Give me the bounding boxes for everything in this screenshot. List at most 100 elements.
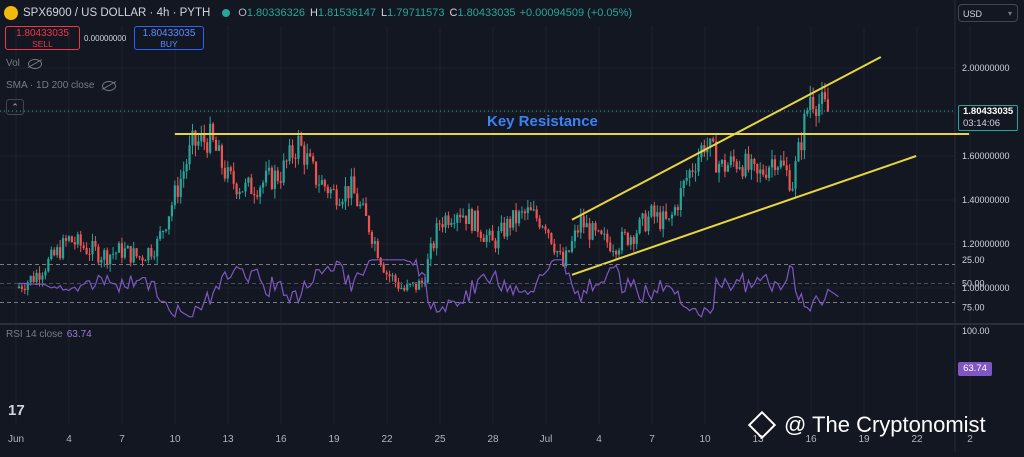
candle-body	[550, 232, 553, 244]
candle-body	[759, 169, 762, 174]
candle-body	[323, 180, 326, 187]
candle-body	[517, 211, 521, 224]
rsi-label: RSI 14 close	[6, 329, 63, 340]
time-axis-label: 2	[967, 434, 973, 445]
candle-body	[117, 243, 121, 253]
eye-hidden-icon[interactable]	[102, 80, 117, 91]
open-value: 1.80336326	[246, 7, 305, 19]
candle-body	[441, 223, 444, 228]
sma-indicator[interactable]: SMA · 1D 200 close	[6, 80, 117, 91]
candle-body	[111, 253, 115, 255]
candle-body	[659, 212, 662, 230]
candle-body	[76, 234, 79, 245]
high-label: H	[309, 7, 318, 19]
rsi-axis-label: 50.00	[962, 279, 985, 289]
rsi-legend[interactable]: RSI 14 close 63.74	[6, 329, 92, 340]
candle-body	[782, 160, 785, 166]
volume-indicator[interactable]: Vol	[6, 58, 42, 69]
candle-body	[320, 180, 324, 185]
candle-body	[820, 92, 824, 104]
candle-body	[420, 280, 424, 284]
symbol-title[interactable]: SPX6900 / US DOLLAR · 4h · PYTH	[23, 7, 211, 19]
candle-body	[529, 207, 532, 211]
candle-body	[476, 210, 479, 232]
tradingview-logo[interactable]: 17	[8, 402, 25, 419]
candle-body	[653, 205, 656, 217]
currency-select[interactable]: USD ▾	[958, 4, 1018, 22]
candle-body	[506, 218, 509, 237]
candle-body	[103, 250, 106, 260]
candle-body	[206, 142, 209, 153]
candle-body	[473, 210, 476, 231]
candle-body	[17, 286, 21, 288]
eye-hidden-icon[interactable]	[27, 58, 42, 69]
candle-body	[482, 237, 485, 242]
candle-body	[191, 130, 194, 146]
candle-body	[544, 226, 547, 230]
candle-body	[391, 275, 394, 277]
sell-button[interactable]: 1.80433035 SELL	[5, 26, 80, 50]
candle-body	[650, 205, 653, 217]
candle-body	[765, 174, 768, 178]
time-axis-label: 7	[119, 434, 125, 445]
candle-body	[300, 135, 303, 146]
candle-body	[138, 256, 141, 258]
candle-body	[203, 134, 206, 143]
cryptonomist-logo-icon	[747, 410, 777, 440]
candle-body	[582, 216, 585, 228]
rsi-value-tag: 63.74	[958, 362, 992, 376]
candle-body	[638, 218, 641, 234]
candle-body	[676, 207, 679, 210]
candle-body	[26, 282, 29, 291]
candle-body	[423, 282, 426, 284]
time-axis-label: 7	[649, 434, 655, 445]
sma-label: SMA · 1D 200 close	[6, 80, 95, 91]
candle-body	[682, 180, 685, 189]
candle-body	[394, 275, 397, 283]
candle-body	[500, 222, 503, 232]
candle-body	[106, 250, 109, 265]
time-axis-label: 4	[66, 434, 72, 445]
candle-body	[253, 193, 256, 196]
candle-body	[35, 272, 38, 282]
buy-price: 1.80433035	[142, 28, 196, 39]
chevron-up-icon: ⌃	[11, 102, 19, 112]
candle-body	[385, 272, 388, 275]
candle-body	[800, 142, 803, 151]
time-axis-label: 10	[699, 434, 711, 445]
candle-body	[741, 167, 744, 177]
candle-body	[694, 171, 697, 173]
candle-body	[485, 235, 488, 242]
candle-body	[794, 161, 797, 189]
collapse-indicators-button[interactable]: ⌃	[6, 99, 24, 115]
price-axis-label: 1.60000000	[962, 151, 1010, 161]
candle-body	[291, 145, 294, 158]
rsi-axis-label: 75.00	[962, 302, 985, 312]
candle-body	[335, 189, 338, 206]
buy-button[interactable]: 1.80433035 BUY	[134, 26, 204, 50]
candle-body	[170, 205, 174, 217]
candle-body	[573, 230, 577, 242]
candle-body	[179, 178, 182, 197]
key-resistance-label: Key Resistance	[487, 113, 598, 130]
candle-body	[644, 213, 647, 232]
candle-body	[450, 222, 453, 225]
candle-body	[326, 186, 329, 194]
candle-body	[417, 280, 421, 290]
sell-price: 1.80433035	[16, 28, 69, 39]
candle-body	[167, 216, 171, 230]
candle-body	[788, 170, 791, 191]
candle-body	[256, 195, 259, 197]
candle-body	[262, 182, 265, 188]
candle-body	[559, 251, 562, 253]
candle-body	[403, 287, 406, 291]
candle-body	[685, 177, 688, 181]
candle-body	[432, 243, 435, 249]
candle-body	[723, 160, 727, 172]
candle-body	[414, 282, 418, 290]
candle-body	[200, 134, 203, 142]
candle-body	[197, 141, 200, 146]
candle-body	[279, 181, 282, 183]
candle-body	[314, 161, 318, 185]
